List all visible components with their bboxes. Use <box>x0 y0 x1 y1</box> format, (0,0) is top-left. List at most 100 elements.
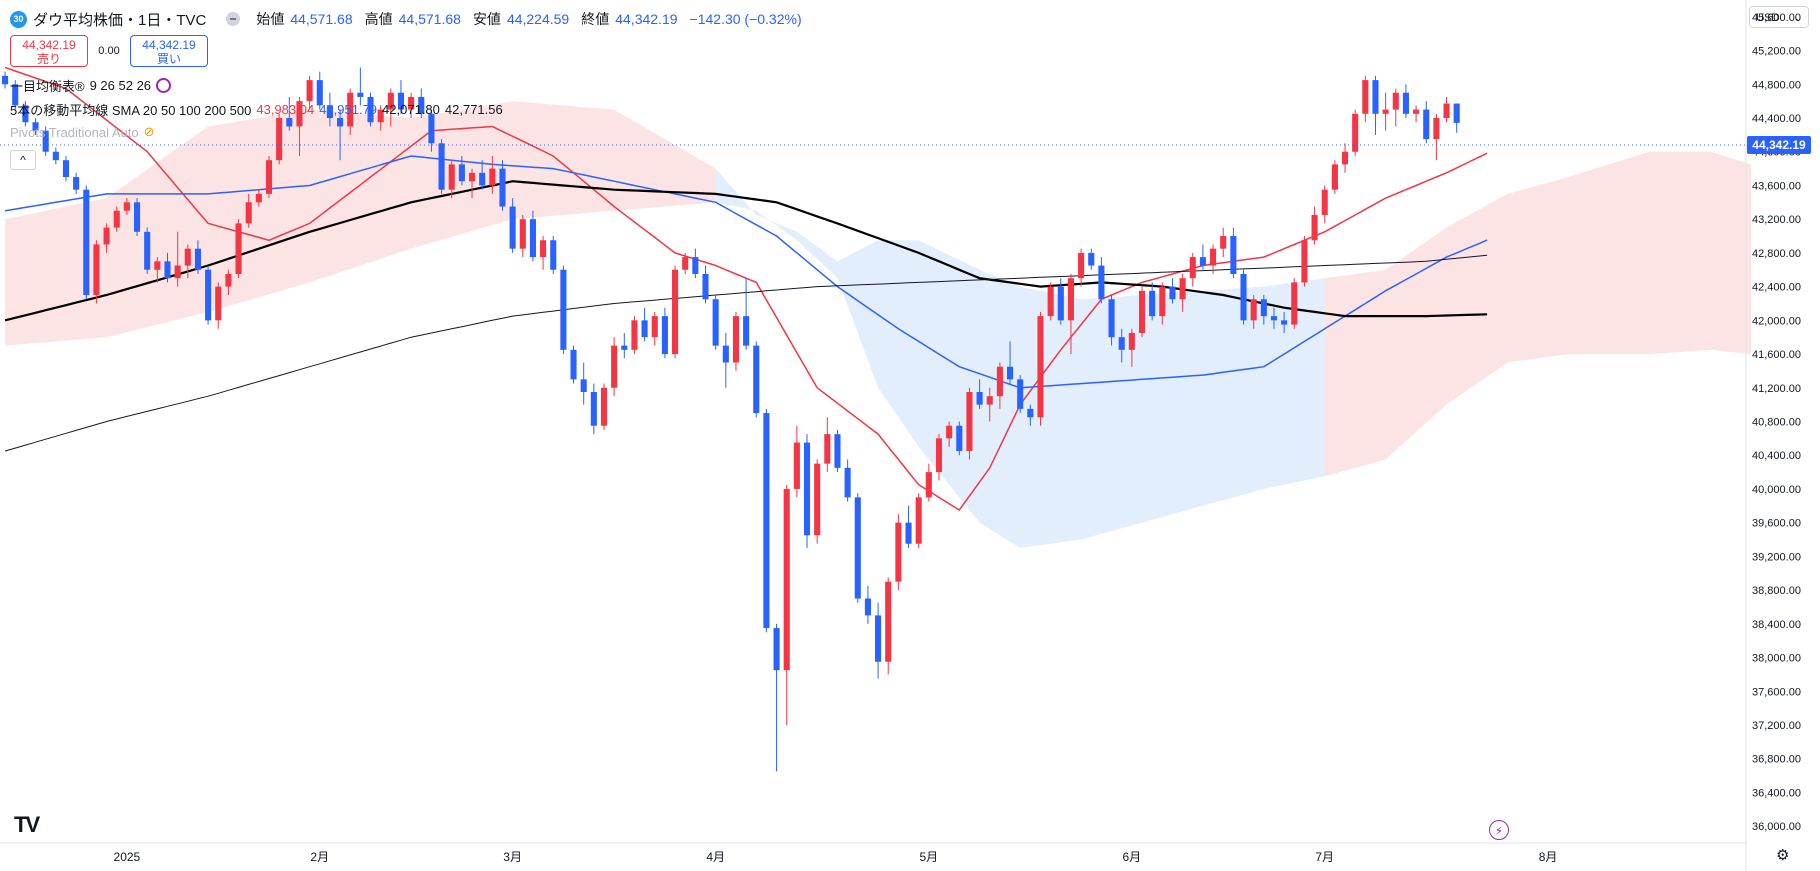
candle-body <box>621 345 628 350</box>
candle <box>600 383 608 430</box>
candle-body <box>661 316 668 355</box>
candle-body <box>225 273 232 287</box>
candle-body <box>194 248 201 270</box>
candle-body <box>93 244 100 296</box>
candle <box>611 337 618 397</box>
candle-body <box>1169 286 1176 300</box>
candle-body <box>1423 109 1430 140</box>
price-tick-label: 38,400.00 <box>1752 619 1801 631</box>
eye-slash-icon[interactable]: ⊘ <box>143 124 155 139</box>
candle-body <box>600 387 608 426</box>
candle-body <box>387 92 394 110</box>
candle <box>550 236 557 274</box>
price-tick-label: 43,200.00 <box>1752 214 1801 226</box>
candle-body <box>83 189 90 296</box>
indicator-sma[interactable]: 5本の移動平均線 SMA 20 50 100 200 500 43,983.04… <box>10 100 503 119</box>
candle-body <box>1382 109 1389 114</box>
candle-body <box>1057 286 1064 321</box>
symbol-title[interactable]: ダウ平均株価・1日・TVC <box>33 11 207 29</box>
candle-body <box>550 240 557 270</box>
candle-body <box>215 286 222 321</box>
candle <box>844 459 851 502</box>
candle-body <box>296 101 303 127</box>
candle-body <box>184 248 191 266</box>
candle <box>489 155 496 194</box>
candle <box>712 295 719 350</box>
candle-body <box>702 273 709 300</box>
candle <box>560 265 567 355</box>
candle-body <box>1331 164 1338 190</box>
price-tick-label: 40,000.00 <box>1752 484 1801 496</box>
candle <box>103 223 110 253</box>
collapse-legend-icon[interactable] <box>226 12 241 26</box>
lightning-icon[interactable]: ⚡ <box>1489 820 1509 840</box>
candle-body <box>418 96 425 114</box>
candle <box>743 278 750 350</box>
candle <box>905 505 912 548</box>
candle <box>702 265 709 304</box>
candle-body <box>1230 236 1237 274</box>
candle-body <box>1362 80 1369 114</box>
candle-body <box>347 92 354 127</box>
candle <box>296 96 303 156</box>
indicator-ichimoku[interactable]: 一目均衡表® 9 26 52 26 <box>10 76 172 95</box>
candle <box>1098 257 1105 304</box>
sma20-value: 43,983.04 <box>256 102 315 117</box>
time-tick-label: 2月 <box>310 850 329 864</box>
candle <box>73 172 80 194</box>
candle <box>1210 244 1217 274</box>
candle-body <box>1433 118 1440 140</box>
candle-body <box>1270 316 1278 321</box>
candle <box>540 236 547 270</box>
candle-body <box>611 345 618 388</box>
candle-body <box>976 391 983 405</box>
candle <box>1169 278 1176 304</box>
candle <box>509 198 516 253</box>
candle-body <box>844 467 851 498</box>
candle-body <box>1240 273 1247 321</box>
buy-button[interactable]: 44,342.19 買い <box>130 35 208 67</box>
candle-body <box>925 472 932 498</box>
currency-selector[interactable]: USD ⌄ <box>1749 6 1809 28</box>
candle-body <box>1443 103 1450 119</box>
candle <box>123 198 130 215</box>
candle <box>42 126 49 156</box>
time-tick-label: 3月 <box>503 850 522 864</box>
candle <box>834 429 841 473</box>
candle <box>448 160 455 199</box>
candle <box>570 345 577 384</box>
candle-body <box>1189 257 1196 279</box>
candle <box>732 311 740 371</box>
ichimoku-params: 9 26 52 26 <box>89 78 152 93</box>
candle-body <box>783 488 790 671</box>
candle <box>966 387 973 460</box>
candle-body <box>743 316 750 346</box>
candle-body <box>682 257 689 270</box>
candle-body <box>915 497 922 544</box>
candle <box>1149 282 1156 321</box>
sync-icon[interactable] <box>156 78 172 93</box>
candle <box>631 316 638 355</box>
candle <box>387 88 394 127</box>
open-label: 始値 <box>256 11 285 27</box>
indicator-pivots[interactable]: Pivots Traditional Auto ⊘ <box>10 124 155 140</box>
collapse-indicators-button[interactable]: ^ <box>10 150 36 170</box>
candle <box>1078 248 1085 287</box>
candle-body <box>570 349 577 380</box>
gear-icon[interactable]: ⚙ <box>1776 847 1790 864</box>
candle <box>377 105 384 131</box>
candle <box>976 379 983 409</box>
candle-body <box>174 265 181 279</box>
candle <box>1230 227 1237 279</box>
sell-button[interactable]: 44,342.19 売り <box>10 35 88 67</box>
candle <box>1372 75 1379 135</box>
price-tick-label: 40,400.00 <box>1752 450 1801 462</box>
candle-body <box>1220 236 1227 249</box>
tradingview-logo[interactable]: TV <box>14 812 40 837</box>
candle-body <box>1392 92 1399 110</box>
candle-body <box>468 172 476 182</box>
candle <box>1179 273 1186 312</box>
price-tick-label: 45,600.00 <box>1752 12 1801 24</box>
price-tick-label: 37,200.00 <box>1752 720 1801 732</box>
